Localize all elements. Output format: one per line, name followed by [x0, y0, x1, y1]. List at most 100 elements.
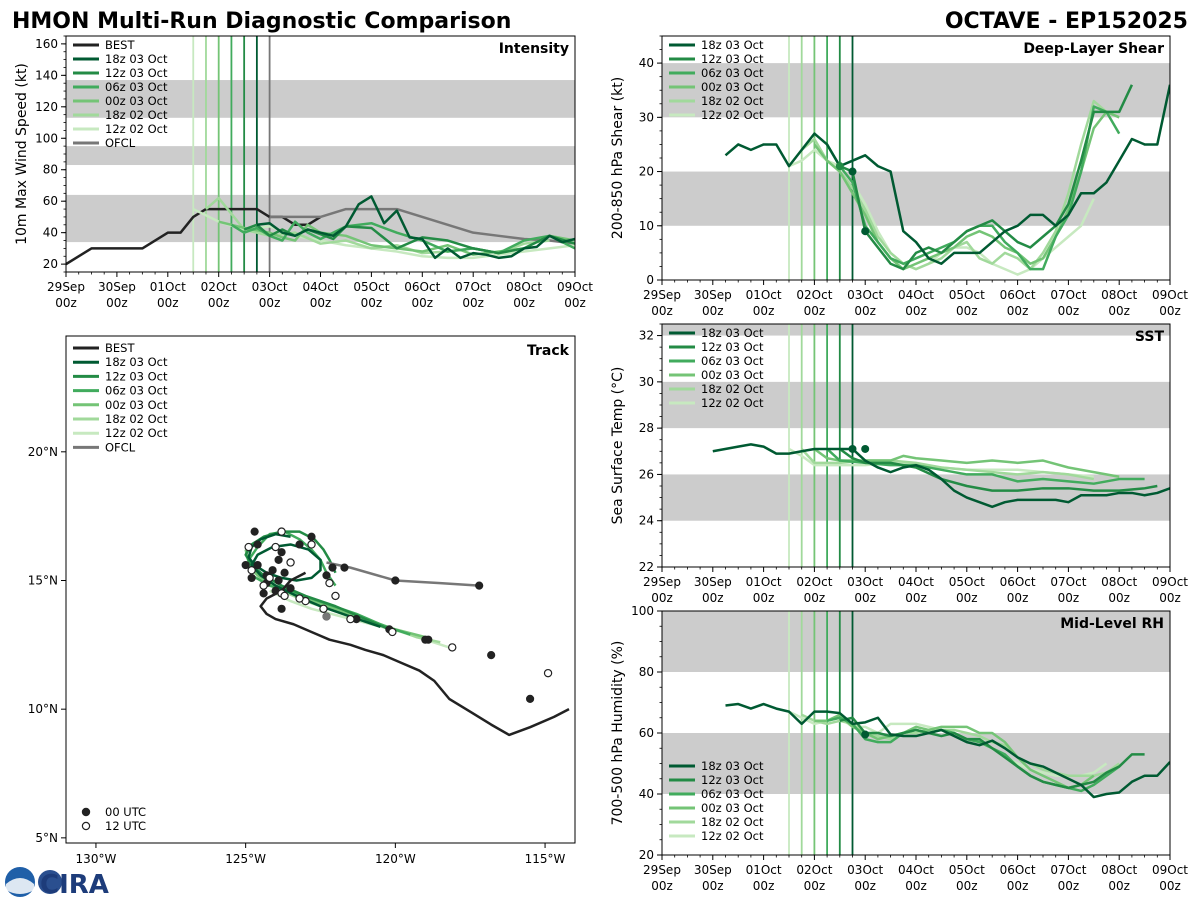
ofcl-dot — [322, 612, 331, 621]
x-tick-label: 00z — [804, 591, 826, 605]
x-tick-label: 30Sep — [694, 863, 732, 877]
y-tick-label: 80 — [639, 665, 654, 679]
y-tick-label: 40 — [639, 56, 654, 70]
legend-label: 18z 02 Oct — [105, 108, 168, 122]
legend-label: 00 UTC — [105, 805, 146, 819]
legend-label: 06z 03 Oct — [701, 354, 764, 368]
x-tick-label: 08Oct — [1101, 863, 1137, 877]
track-dot-00utc — [487, 651, 496, 660]
series-line — [269, 207, 575, 245]
x-tick-label: 00z — [753, 591, 775, 605]
y-tick-label: 40 — [43, 226, 58, 240]
series-line — [66, 207, 271, 266]
x-tick-label: 09Oct — [1152, 575, 1188, 589]
x-tick-label: 00z — [513, 296, 535, 310]
init-marker — [848, 444, 857, 453]
panel-shear: 0 10 20 30 40 29Sep 00z 30Sep 00z 01Oct 00z 02Oct 00… — [610, 35, 1188, 318]
track-dot-00utc — [307, 532, 316, 541]
legend-label: 06z 03 Oct — [701, 787, 764, 801]
series-line — [839, 84, 1134, 271]
x-tick-label: 00z — [753, 879, 775, 893]
threshold-band — [66, 146, 575, 166]
x-tick-label: 130°W — [76, 852, 117, 866]
track-dot-00utc — [421, 635, 430, 644]
track-dot-12utc — [259, 581, 268, 590]
track-dot-12utc — [307, 540, 316, 549]
legend-label: 18z 03 Oct — [701, 759, 764, 773]
x-tick-label: 00z — [1159, 304, 1181, 318]
track-dot-00utc — [274, 555, 283, 565]
x-tick-label: 09Oct — [1152, 863, 1188, 877]
track-dot-00utc — [328, 563, 337, 572]
track-dot-00utc — [286, 584, 295, 593]
x-tick-label: 00z — [157, 296, 179, 310]
track-dot-00utc — [277, 604, 286, 613]
x-tick-label: 00z — [1007, 591, 1029, 605]
x-tick-label: 02Oct — [796, 575, 832, 589]
x-tick-label: 08Oct — [506, 280, 542, 294]
x-tick-label: 06Oct — [404, 280, 440, 294]
x-tick-label: 04Oct — [898, 288, 934, 302]
x-tick-label: 00z — [564, 296, 586, 310]
legend-label: 18z 03 Oct — [105, 355, 168, 369]
series-line — [814, 713, 1095, 790]
legend-label: 12z 03 Oct — [105, 369, 168, 383]
series-line — [725, 702, 1170, 799]
panel-rh: 20 40 60 80 100 29Sep 00z 30Sep 00z 01Oct 00z 02Oct… — [610, 604, 1188, 893]
track-dot-12utc — [448, 643, 457, 652]
threshold-band — [66, 80, 575, 118]
y-tick-label: 100 — [35, 131, 58, 145]
legend-label: 12z 02 Oct — [701, 108, 764, 122]
x-tick-label: 00z — [1058, 879, 1080, 893]
legend-label: 12z 03 Oct — [701, 340, 764, 354]
init-marker — [861, 444, 870, 453]
legend-label: BEST — [105, 341, 135, 355]
y-tick-label: 60 — [639, 726, 654, 740]
x-tick-label: 00z — [310, 296, 332, 310]
x-tick-label: 02Oct — [201, 280, 237, 294]
legend-label: OFCL — [105, 440, 136, 454]
y-axis-label: 10m Max Wind Speed (kt) — [14, 63, 30, 245]
x-tick-label: 00z — [1159, 591, 1181, 605]
x-tick-label: 05Oct — [949, 863, 985, 877]
y-axis-label: 200-850 hPa Shear (kt) — [610, 77, 626, 239]
noaa-wave-icon — [6, 878, 34, 894]
x-tick-label: 00z — [651, 304, 673, 318]
y-tick-label: 120 — [35, 100, 58, 114]
y-tick-label: 10°N — [28, 702, 58, 716]
panel-track: 130°W 125°W 120°W 115°W 5°N 10°N 15°N 20°N Track… — [28, 335, 576, 866]
series-line — [813, 110, 1120, 271]
panel-intensity: 20 40 60 80 100 120 140 160 29Sep 00z 30Sep 00z 01Oc… — [14, 35, 593, 310]
track-dot-12utc — [319, 604, 328, 614]
track-dot-00utc — [525, 694, 535, 703]
plot-area — [662, 36, 1170, 280]
threshold-band — [662, 611, 1170, 672]
track-dot-00utc — [274, 576, 283, 585]
track-dot-12utc — [244, 542, 253, 552]
x-tick-label: 01Oct — [746, 288, 782, 302]
x-tick-label: 08Oct — [1101, 288, 1137, 302]
track-dot-12utc — [295, 594, 304, 603]
series-line — [839, 447, 1158, 492]
legend-label: 06z 03 Oct — [105, 384, 168, 398]
x-tick-label: 06Oct — [1000, 575, 1036, 589]
y-tick-label: 28 — [639, 421, 654, 435]
x-tick-label: 03Oct — [252, 280, 288, 294]
y-tick-label: 0 — [646, 273, 654, 287]
x-tick-label: 00z — [106, 296, 128, 310]
track-dot-12utc — [280, 591, 289, 601]
legend-label: 06z 03 Oct — [701, 66, 764, 80]
x-tick-label: 05Oct — [353, 280, 389, 294]
legend-label: 00z 03 Oct — [105, 94, 168, 108]
init-marker — [861, 730, 870, 739]
x-tick-label: 00z — [651, 879, 673, 893]
y-tick-label: 24 — [639, 514, 654, 528]
figure-title-right: OCTAVE - EP152025 — [945, 9, 1188, 34]
x-tick-label: 115°W — [525, 852, 566, 866]
x-tick-label: 00z — [1007, 879, 1029, 893]
legend-label: 12z 03 Oct — [105, 66, 168, 80]
y-tick-label: 30 — [639, 110, 654, 124]
track-dot-12utc — [277, 527, 286, 536]
series-line — [800, 448, 1095, 481]
